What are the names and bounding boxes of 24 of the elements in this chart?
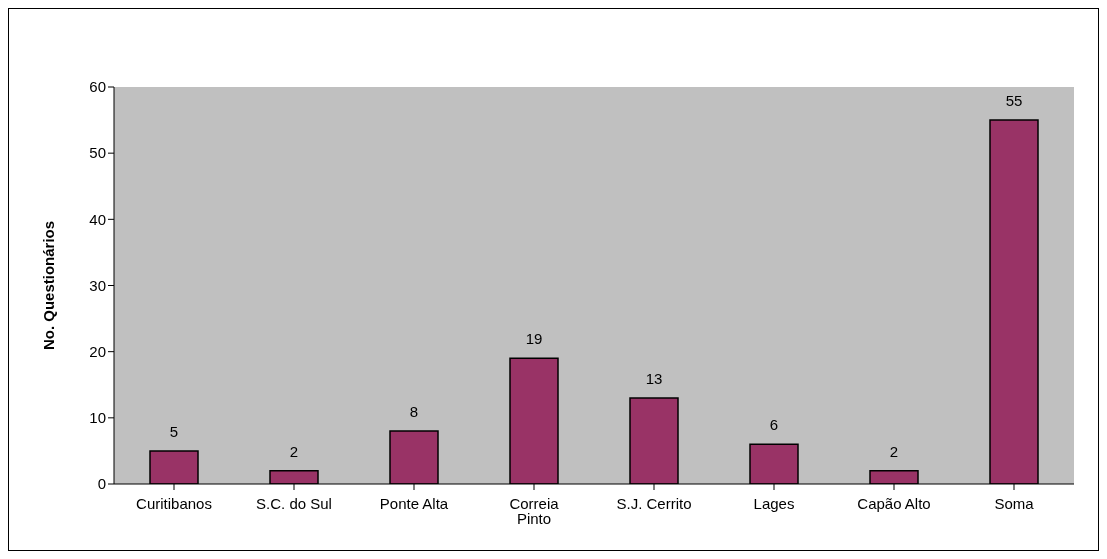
x-tick-label: Lages [753,494,795,512]
data-label: 5 [169,422,179,440]
y-tick-label: 40 [89,210,106,228]
y-tick-label: 0 [97,475,106,493]
y-tick-label: 20 [89,342,106,360]
x-tick-label: Ponte Alta [379,494,449,512]
y-tick-label: 60 [89,78,106,96]
y-tick-label: 10 [89,409,106,427]
x-tick-label: Correia Pinto [509,494,560,527]
data-label: 13 [645,369,663,387]
x-tick-label: S.C. do Sul [256,494,332,512]
data-label: 8 [409,403,419,421]
x-tick-label: Capão Alto [857,494,931,512]
data-label: 6 [769,416,779,434]
y-tick-label: 50 [89,144,106,162]
data-label: 19 [525,330,543,348]
x-tick-label: Soma [994,494,1035,512]
data-label: 2 [289,442,299,460]
y-tick-label: 30 [89,276,106,294]
x-tick-label: S.J. Cerrito [616,494,692,512]
x-tick-label: Curitibanos [136,494,212,512]
data-label: 2 [889,442,899,460]
y-axis-title: No. Questionários [40,220,58,351]
data-label: 55 [1005,92,1023,110]
